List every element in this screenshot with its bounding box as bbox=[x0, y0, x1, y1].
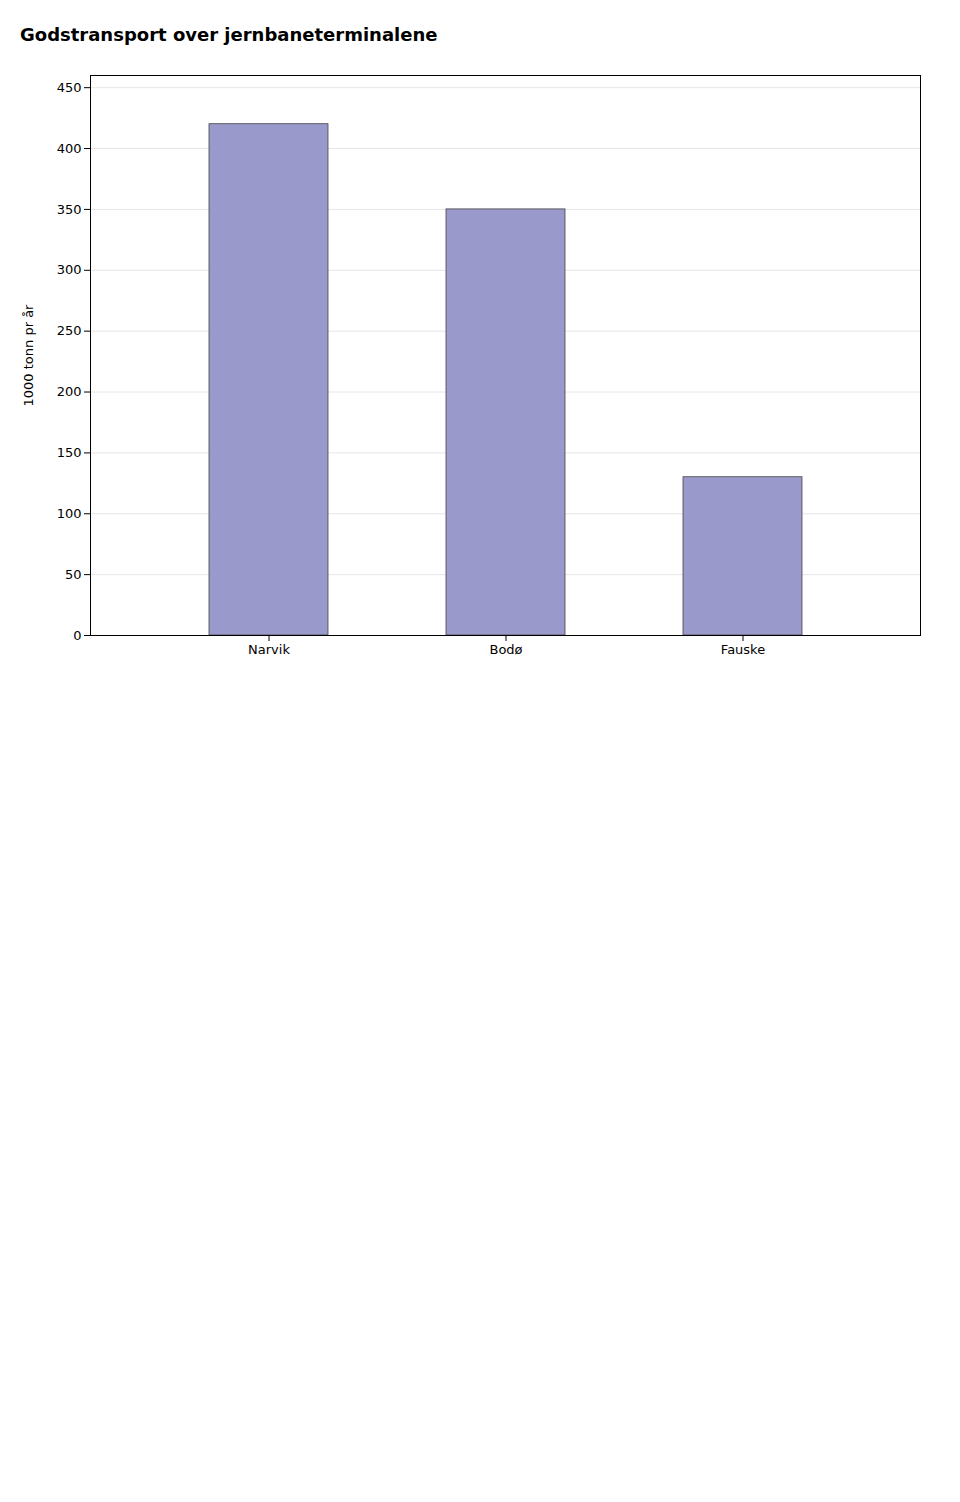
svg-text:Fauske: Fauske bbox=[721, 642, 765, 657]
svg-text:200: 200 bbox=[57, 384, 82, 399]
svg-text:Bodø: Bodø bbox=[489, 642, 522, 657]
svg-text:100: 100 bbox=[57, 506, 82, 521]
svg-text:350: 350 bbox=[57, 202, 82, 217]
svg-text:0: 0 bbox=[73, 628, 81, 643]
html-text:Godstransport over jernbaneter: Godstransport over jernbaneterminalene bbox=[20, 24, 438, 45]
svg-text:250: 250 bbox=[57, 323, 82, 338]
svg-text:1000 tonn pr år: 1000 tonn pr år bbox=[21, 304, 36, 407]
svg-text:400: 400 bbox=[57, 141, 82, 156]
svg-text:300: 300 bbox=[57, 262, 82, 277]
svg-text:450: 450 bbox=[57, 80, 82, 95]
svg-text:Narvik: Narvik bbox=[248, 642, 290, 657]
svg-text:50: 50 bbox=[65, 567, 82, 582]
svg-text:150: 150 bbox=[57, 445, 82, 460]
